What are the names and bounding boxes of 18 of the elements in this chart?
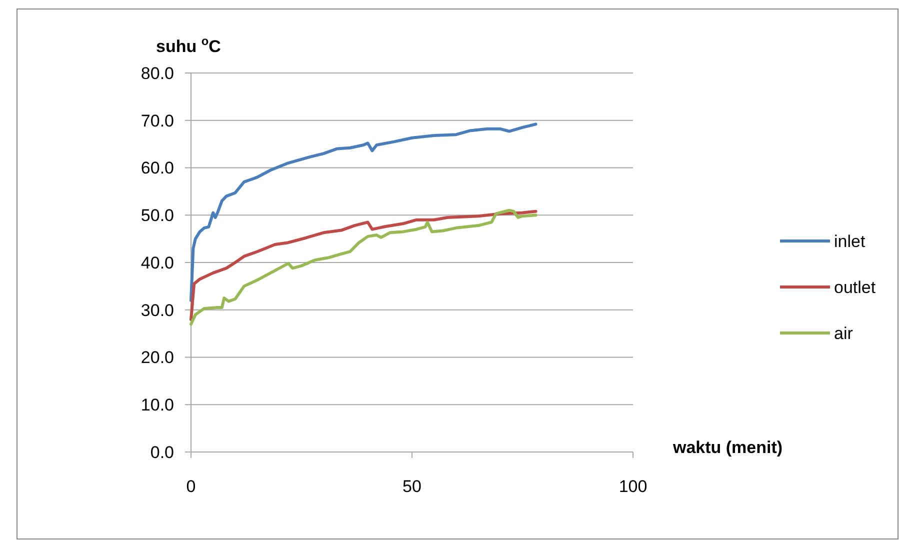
x-tick-label: 0 (186, 477, 196, 496)
y-tick-label: 80.0 (140, 64, 174, 83)
x-tick-label: 100 (618, 477, 648, 496)
legend-label: outlet (834, 278, 876, 297)
y-axis-title: suhu $^{o}$C (156, 34, 221, 56)
y-tick-label: 70.0 (140, 111, 174, 130)
y-tick-label: 60.0 (140, 158, 174, 178)
line-series (190, 122, 538, 302)
y-tick-label: 50.0 (140, 206, 174, 226)
x-tick-label: 50 (402, 477, 422, 496)
x-axis-title: waktu (menit) (672, 438, 783, 457)
legend-label: inlet (834, 232, 866, 251)
y-tick-label: 20.0 (140, 348, 174, 368)
y-tick-label: 0.0 (150, 442, 174, 462)
legend-label: air (834, 324, 854, 343)
y-tick-label: 40.0 (140, 253, 174, 272)
y-tick-label: 30.0 (140, 300, 174, 320)
y-tick-label: 10.0 (140, 396, 174, 415)
